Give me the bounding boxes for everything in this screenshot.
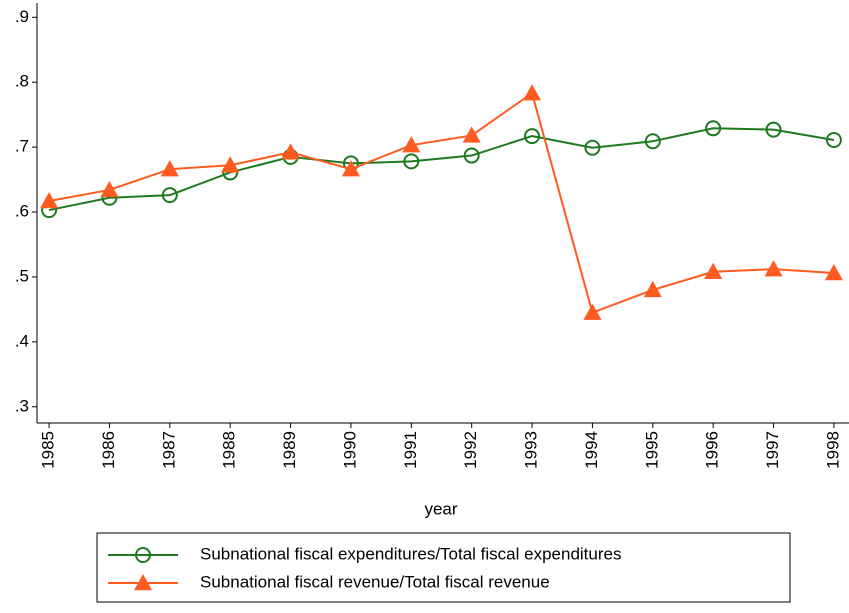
legend-marker <box>134 574 152 591</box>
x-tick-label: 1992 <box>461 431 480 469</box>
point <box>161 187 178 204</box>
point <box>825 131 842 148</box>
x-axis-label: year <box>424 499 457 518</box>
y-tick-label: .5 <box>15 266 29 285</box>
legend-box <box>96 532 791 603</box>
x-tick-label: 1989 <box>280 431 299 469</box>
x-tick-label: 1995 <box>642 431 661 469</box>
y-tick-label: .8 <box>15 72 29 91</box>
point <box>643 280 662 298</box>
point <box>765 121 782 138</box>
point <box>403 153 420 170</box>
x-tick-label: 1987 <box>159 431 178 469</box>
point <box>341 160 360 177</box>
point <box>402 136 421 153</box>
point <box>524 128 541 145</box>
x-tick-label: 1990 <box>340 431 359 469</box>
point <box>160 160 179 177</box>
y-tick-label: .7 <box>15 137 29 156</box>
x-tick-label: 1997 <box>763 431 782 469</box>
y-tick-label: .6 <box>15 202 29 221</box>
point <box>523 84 542 101</box>
point <box>705 120 722 137</box>
legend-marker <box>135 547 151 563</box>
x-tick-label: 1998 <box>823 431 842 469</box>
legend-label: Subnational fiscal revenue/Total fiscal … <box>200 572 550 591</box>
x-tick-label: 1985 <box>39 431 58 469</box>
point <box>100 180 119 198</box>
point <box>824 264 843 281</box>
legend-label: Subnational fiscal expenditures/Total fi… <box>200 544 621 563</box>
y-tick-label: .9 <box>15 7 29 26</box>
point <box>644 133 661 150</box>
y-tick-label: .4 <box>15 331 29 350</box>
x-tick-label: 1988 <box>220 431 239 469</box>
point <box>584 139 601 156</box>
point <box>221 156 240 173</box>
point <box>462 126 481 143</box>
point <box>764 260 783 277</box>
series-line <box>48 127 835 212</box>
x-tick-label: 1994 <box>582 431 601 469</box>
point <box>281 143 300 160</box>
x-tick-label: 1991 <box>401 431 420 469</box>
y-tick-label: .3 <box>15 396 29 415</box>
x-tick-label: 1986 <box>99 431 118 469</box>
x-tick-label: 1993 <box>522 431 541 469</box>
point <box>583 303 602 320</box>
point <box>463 147 480 164</box>
point <box>704 262 723 279</box>
series-line <box>48 91 834 314</box>
x-tick-label: 1996 <box>703 431 722 469</box>
point <box>40 191 59 209</box>
